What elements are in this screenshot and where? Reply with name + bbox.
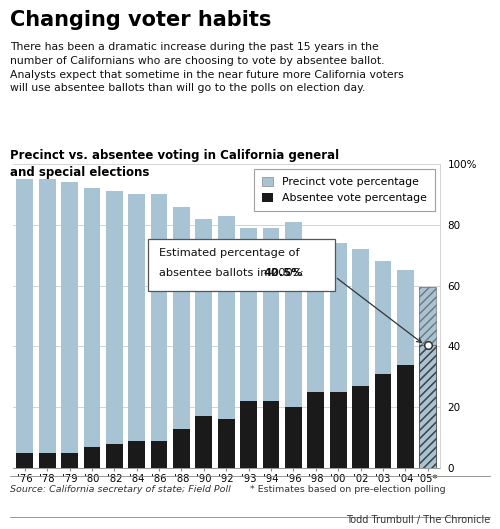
Bar <box>84 447 100 468</box>
Bar <box>352 386 369 468</box>
Bar <box>196 218 212 468</box>
Bar <box>420 287 436 468</box>
Bar <box>16 179 33 468</box>
Bar <box>150 441 168 468</box>
Text: * Estimates based on pre-election polling: * Estimates based on pre-election pollin… <box>250 485 446 494</box>
Text: Changing voter habits: Changing voter habits <box>10 10 272 30</box>
Bar <box>308 243 324 468</box>
Bar <box>39 453 56 468</box>
Bar <box>16 453 33 468</box>
Bar <box>420 345 436 468</box>
Bar <box>330 392 346 468</box>
Bar <box>285 407 302 468</box>
Bar <box>218 216 234 468</box>
Bar <box>330 243 346 468</box>
Bar <box>397 365 413 468</box>
Text: Precinct vs. absentee voting in California general
and special elections: Precinct vs. absentee voting in Californ… <box>10 149 339 179</box>
Bar <box>173 206 190 468</box>
Legend: Precinct vote percentage, Absentee vote percentage: Precinct vote percentage, Absentee vote … <box>254 169 434 211</box>
Bar <box>128 194 145 468</box>
Bar <box>397 270 413 468</box>
Bar <box>106 191 122 468</box>
Bar <box>61 453 78 468</box>
Bar <box>285 222 302 468</box>
Bar <box>352 249 369 468</box>
Bar <box>173 428 190 468</box>
Text: 40.5%: 40.5% <box>263 268 302 278</box>
Bar <box>196 416 212 468</box>
Bar <box>84 188 100 468</box>
Text: absentee ballots in 2005:: absentee ballots in 2005: <box>159 268 308 278</box>
Bar <box>39 179 56 468</box>
Bar <box>240 401 257 468</box>
Bar <box>374 374 392 468</box>
Bar <box>420 287 436 468</box>
Text: Todd Trumbull / The Chronicle: Todd Trumbull / The Chronicle <box>346 515 490 525</box>
Bar <box>240 228 257 468</box>
Text: There has been a dramatic increase during the past 15 years in the
number of Cal: There has been a dramatic increase durin… <box>10 42 404 93</box>
Text: Source: California secretary of state; Field Poll: Source: California secretary of state; F… <box>10 485 231 494</box>
Bar <box>374 261 392 468</box>
Bar <box>150 194 168 468</box>
Bar <box>128 441 145 468</box>
Text: Estimated percentage of: Estimated percentage of <box>159 248 300 258</box>
Bar <box>262 228 280 468</box>
Bar <box>308 392 324 468</box>
Bar <box>106 444 122 468</box>
Bar <box>218 419 234 468</box>
Bar <box>61 182 78 468</box>
Bar <box>262 401 280 468</box>
